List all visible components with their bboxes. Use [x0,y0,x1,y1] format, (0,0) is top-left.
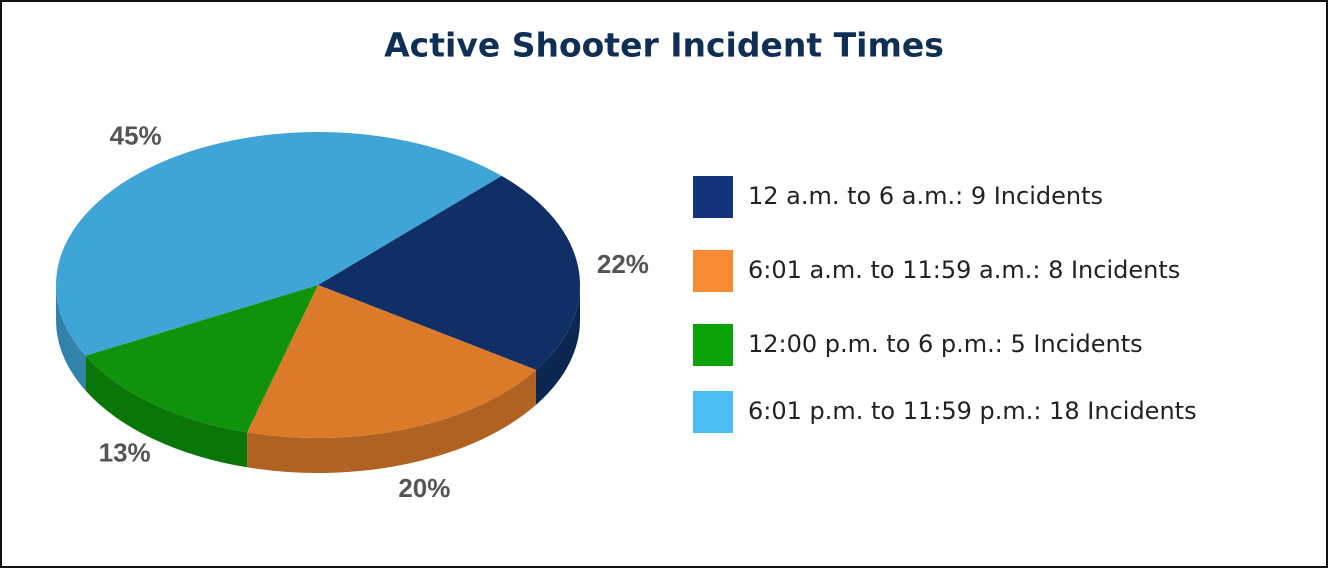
legend-label: 12:00 p.m. to 6 p.m.: 5 Incidents [748,330,1143,358]
legend-label: 6:01 a.m. to 11:59 a.m.: 8 Incidents [748,256,1180,284]
value-label: 45% [110,120,162,150]
slice [85,285,318,433]
legend-swatch [693,176,733,218]
legend-swatch [693,324,733,366]
value-label: 20% [398,473,450,503]
slice-side [247,369,536,474]
slice-side [535,285,580,405]
legend-swatch [693,250,733,292]
slice-side [56,285,86,391]
slice [55,131,502,356]
slice-side [85,355,248,468]
chart-title: Active Shooter Incident Times [384,26,944,65]
legend-label: 12 a.m. to 6 a.m.: 9 Incidents [748,182,1103,210]
legend-swatch [693,391,733,433]
slice [318,175,580,370]
legend-label: 6:01 p.m. to 11:59 p.m.: 18 Incidents [748,397,1197,425]
value-label: 13% [99,438,151,468]
slice [247,285,536,439]
value-label: 22% [597,249,649,279]
